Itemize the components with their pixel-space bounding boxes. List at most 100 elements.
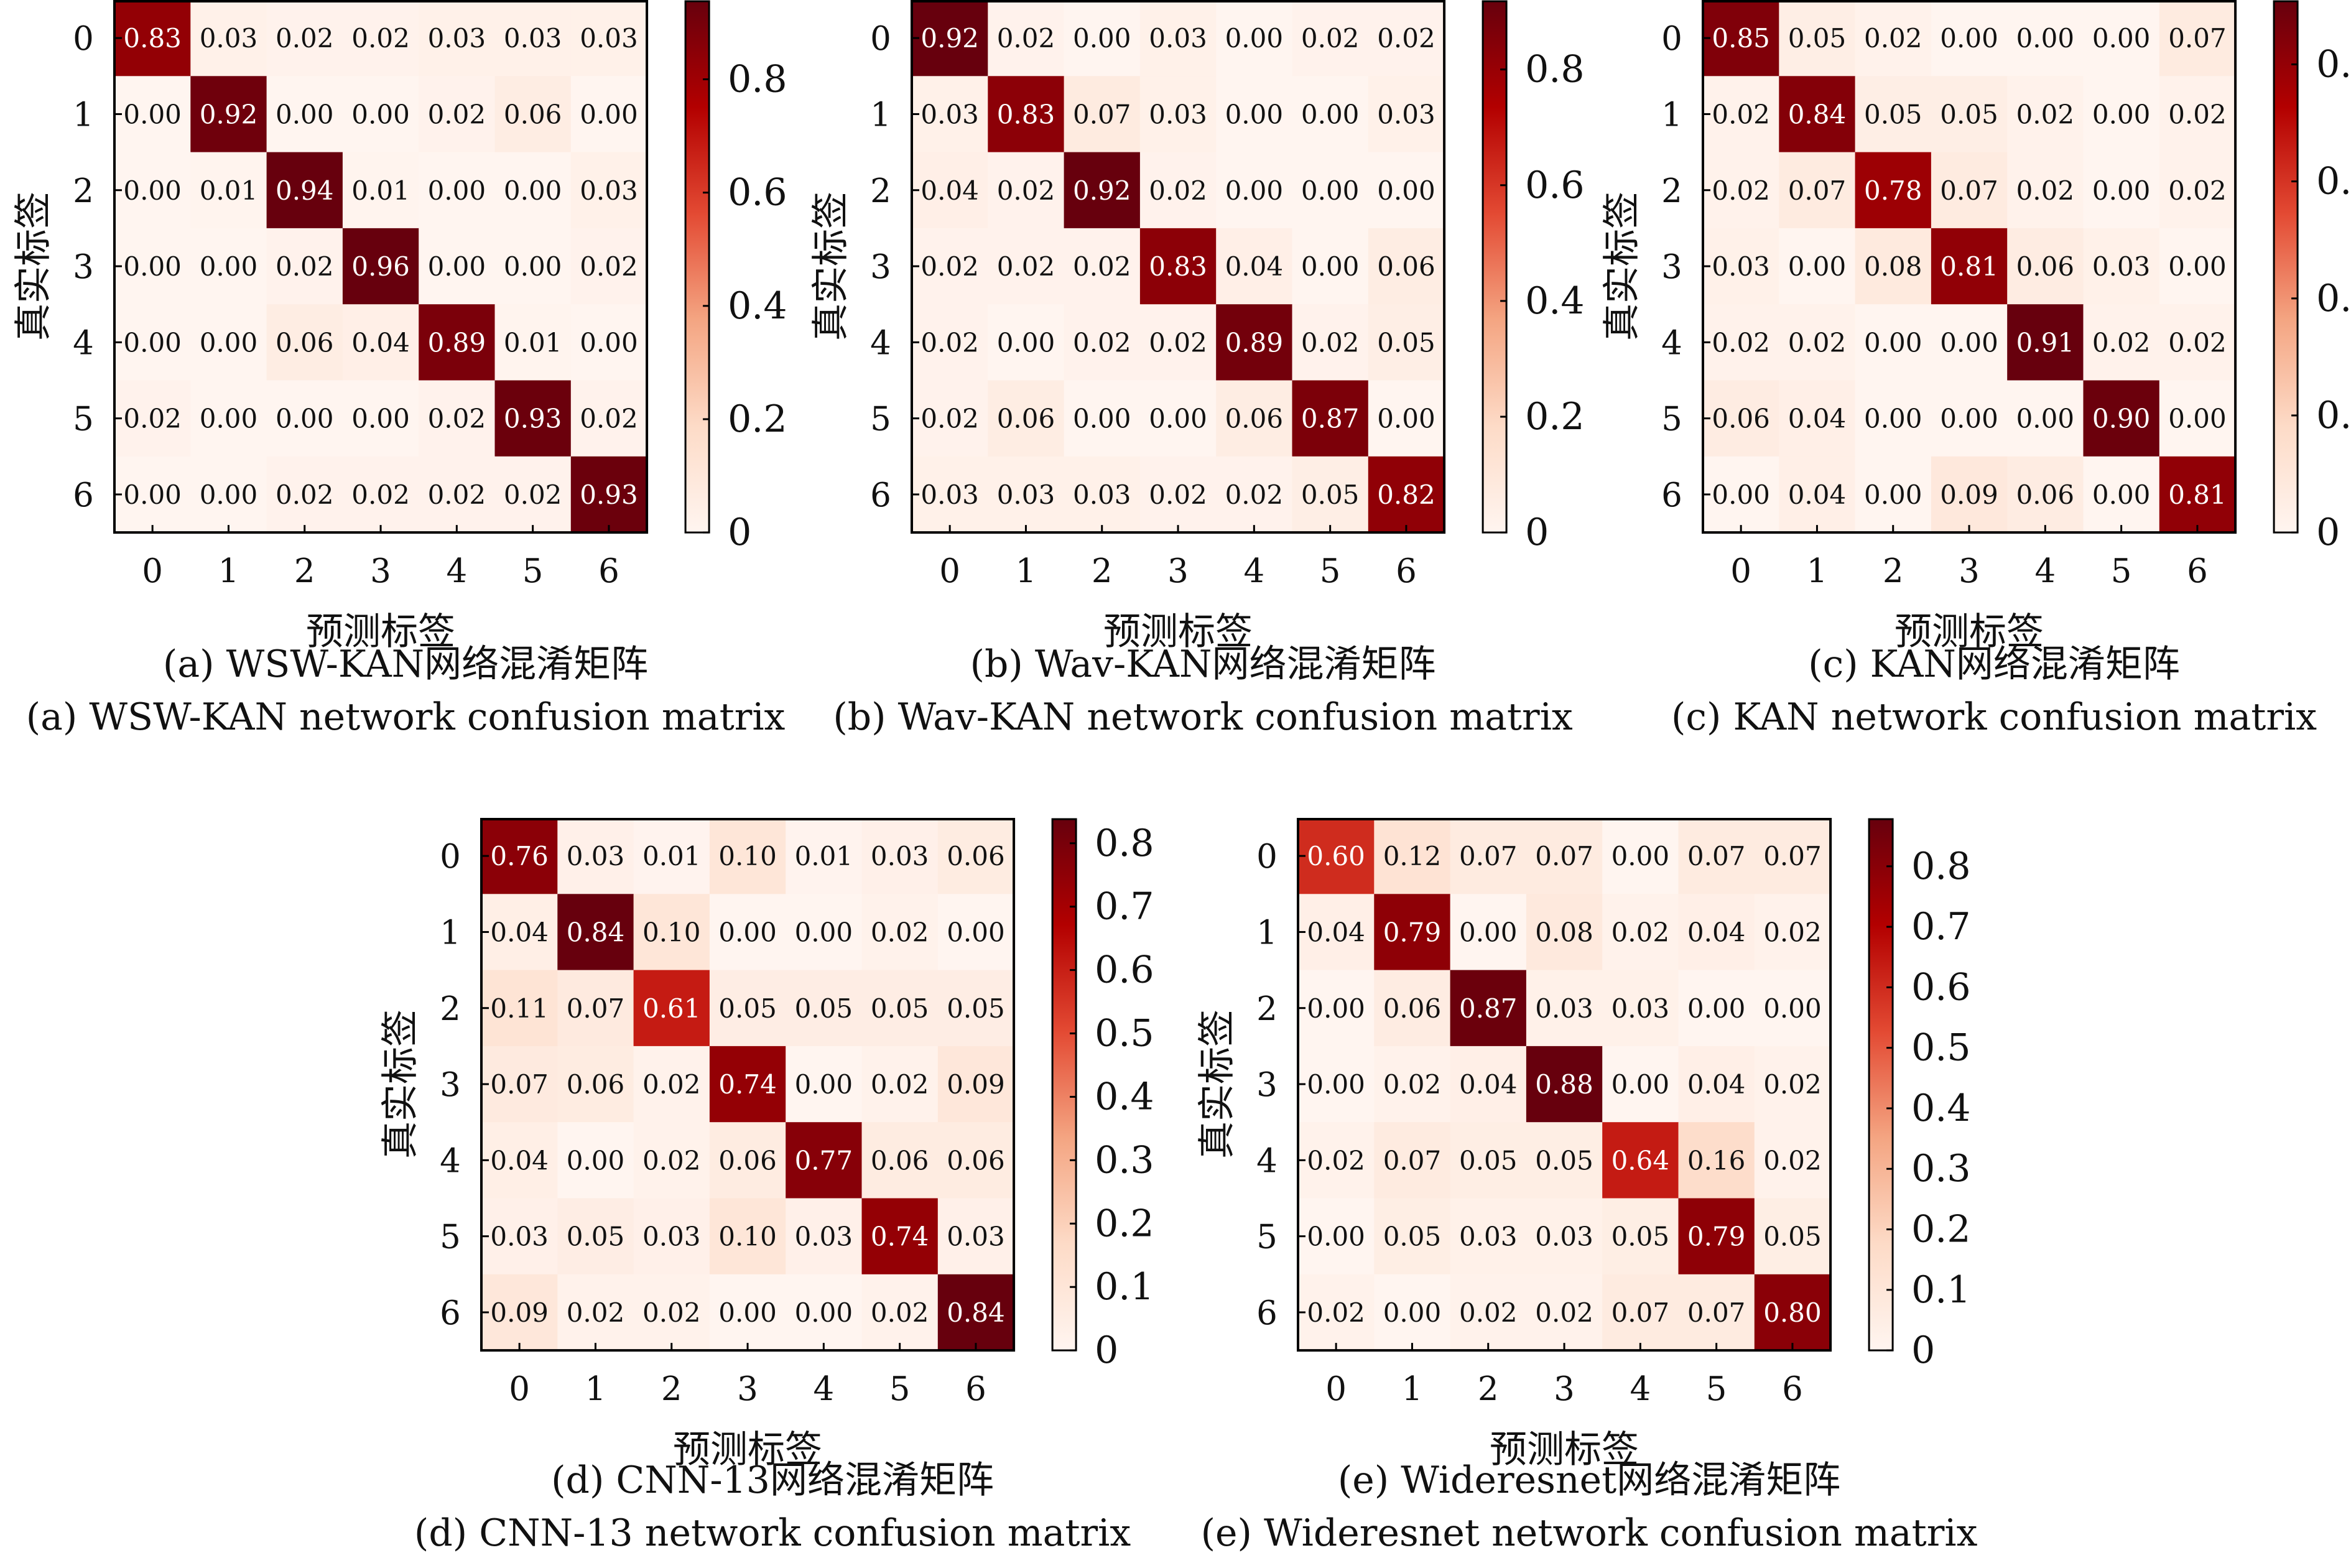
cell-value-label: 0.00	[2092, 175, 2151, 206]
matrix-cell	[1450, 1122, 1527, 1199]
colorbar-tick-label: 0.3	[1911, 1147, 1970, 1190]
matrix-cell	[1526, 818, 1603, 894]
cell-value-label: 0.82	[1377, 480, 1435, 510]
cell-value-label: 0.92	[920, 23, 979, 53]
matrix-cell	[190, 456, 267, 533]
matrix-cell	[2083, 76, 2160, 153]
cell-value-label: 0.00	[276, 99, 334, 129]
cell-value-label: 0.03	[490, 1222, 549, 1252]
cell-value-label: 0.02	[1763, 1145, 1822, 1176]
cell-value-label: 0.06	[504, 99, 562, 129]
matrix-cell	[2007, 380, 2084, 457]
matrix-cell	[419, 0, 495, 77]
cell-value-label: 0.02	[276, 251, 334, 282]
colorbar-tick-label: 0	[728, 511, 751, 554]
cell-value-label: 0.06	[2016, 480, 2075, 510]
cell-value-label: 0.04	[1307, 917, 1365, 947]
matrix-cell	[1368, 152, 1445, 229]
colorbar-tick-label: 0	[1525, 511, 1549, 554]
cell-value-label: 0.05	[1377, 327, 1435, 358]
colorbar-tick-label: 0.6	[1525, 164, 1584, 207]
matrix-cell	[861, 1198, 939, 1275]
cell-value-label: 0.61	[642, 993, 701, 1024]
matrix-cell	[2007, 456, 2084, 533]
cell-value-label: 0.04	[1788, 404, 1847, 434]
colorbar-tick-label: 0.4	[1525, 279, 1584, 323]
cell-value-label: 0.08	[1864, 251, 1922, 282]
matrix-cell	[342, 152, 419, 229]
matrix-cell	[861, 894, 939, 971]
x-axis-label: 预测标签	[673, 1428, 822, 1472]
matrix-cell	[481, 1046, 558, 1123]
cell-value-label: 0.00	[1377, 175, 1435, 206]
matrix-cell	[342, 304, 419, 381]
y-tick-label: 2	[1661, 172, 1682, 210]
y-axis-label: 真实标签	[1600, 192, 1644, 341]
cell-value-label: 0.04	[490, 917, 549, 947]
cell-value-label: 0.06	[947, 841, 1005, 871]
colorbar-tick-label: 0.8	[1911, 845, 1970, 888]
cell-value-label: 0.11	[490, 993, 549, 1024]
matrix-cell	[709, 894, 786, 971]
cell-value-label: 0.74	[871, 1222, 929, 1252]
cell-value-label: 0.07	[1073, 99, 1131, 129]
cell-value-label: 0.01	[795, 841, 853, 871]
cell-value-label: 0.06	[567, 1069, 625, 1100]
cell-value-label: 0.02	[2168, 327, 2227, 358]
matrix-cell	[1703, 0, 1779, 77]
cell-value-label: 0.05	[1459, 1145, 1518, 1176]
matrix-cell	[633, 970, 710, 1047]
cell-value-label: 0.03	[1377, 99, 1435, 129]
matrix-cell	[114, 304, 191, 381]
cell-value-label: 0.09	[490, 1297, 549, 1328]
matrix-cell	[1855, 152, 1932, 229]
cell-value-label: 0.04	[1225, 251, 1284, 282]
x-tick-label: 6	[598, 552, 619, 590]
cell-value-label: 0.04	[920, 175, 979, 206]
cell-value-label: 0.02	[871, 1297, 929, 1328]
cell-value-label: 0.02	[351, 480, 410, 510]
cell-value-label: 0.16	[1687, 1145, 1746, 1176]
colorbar-tick-label: 0.2	[1525, 395, 1584, 438]
cell-value-label: 0.07	[567, 993, 625, 1024]
cell-value-label: 0.07	[1940, 175, 1998, 206]
matrix-cell	[786, 1122, 862, 1199]
cell-value-label: 0.76	[490, 841, 549, 871]
cell-value-label: 0.03	[428, 23, 486, 53]
colorbar	[1482, 0, 1508, 534]
matrix-cell	[1931, 456, 2008, 533]
matrix-cell	[1703, 456, 1779, 533]
x-tick-label: 1	[585, 1370, 606, 1408]
matrix-cell	[2083, 228, 2160, 305]
matrix-cell	[633, 1046, 710, 1123]
cell-value-label: 0.00	[1864, 480, 1922, 510]
y-tick-label: 4	[440, 1142, 461, 1180]
colorbar-tick-label: 0	[1095, 1329, 1118, 1372]
matrix-cell	[266, 228, 343, 305]
cell-value-label: 0.02	[1225, 480, 1284, 510]
matrix-cell	[1298, 1198, 1375, 1275]
cell-value-label: 0.00	[504, 251, 562, 282]
cell-value-label: 0.00	[1712, 480, 1770, 510]
cell-value-label: 0.92	[200, 99, 258, 129]
cell-value-label: 0.02	[580, 251, 638, 282]
y-tick-label: 5	[440, 1218, 461, 1256]
matrix-cell	[2083, 0, 2160, 77]
y-tick-label: 0	[1256, 838, 1278, 876]
cell-value-label: 0.00	[200, 251, 258, 282]
x-tick-label: 0	[1325, 1370, 1347, 1408]
cell-value-label: 0.03	[997, 480, 1055, 510]
matrix-cell	[1678, 1198, 1755, 1275]
cell-value-label: 0.03	[1535, 993, 1593, 1024]
colorbar-tick-label: 0.2	[1911, 1208, 1970, 1251]
cell-value-label: 0.12	[1383, 841, 1442, 871]
cell-value-label: 0.00	[580, 99, 638, 129]
matrix-cell	[2007, 0, 2084, 77]
cell-value-label: 0.00	[1073, 404, 1131, 434]
cell-value-label: 0.06	[947, 1145, 1005, 1176]
x-tick-label: 1	[1402, 1370, 1423, 1408]
matrix-cell	[1754, 1274, 1831, 1351]
cell-value-label: 0.88	[1535, 1069, 1593, 1100]
matrix-cell	[494, 152, 572, 229]
cell-value-label: 0.07	[1383, 1145, 1442, 1176]
